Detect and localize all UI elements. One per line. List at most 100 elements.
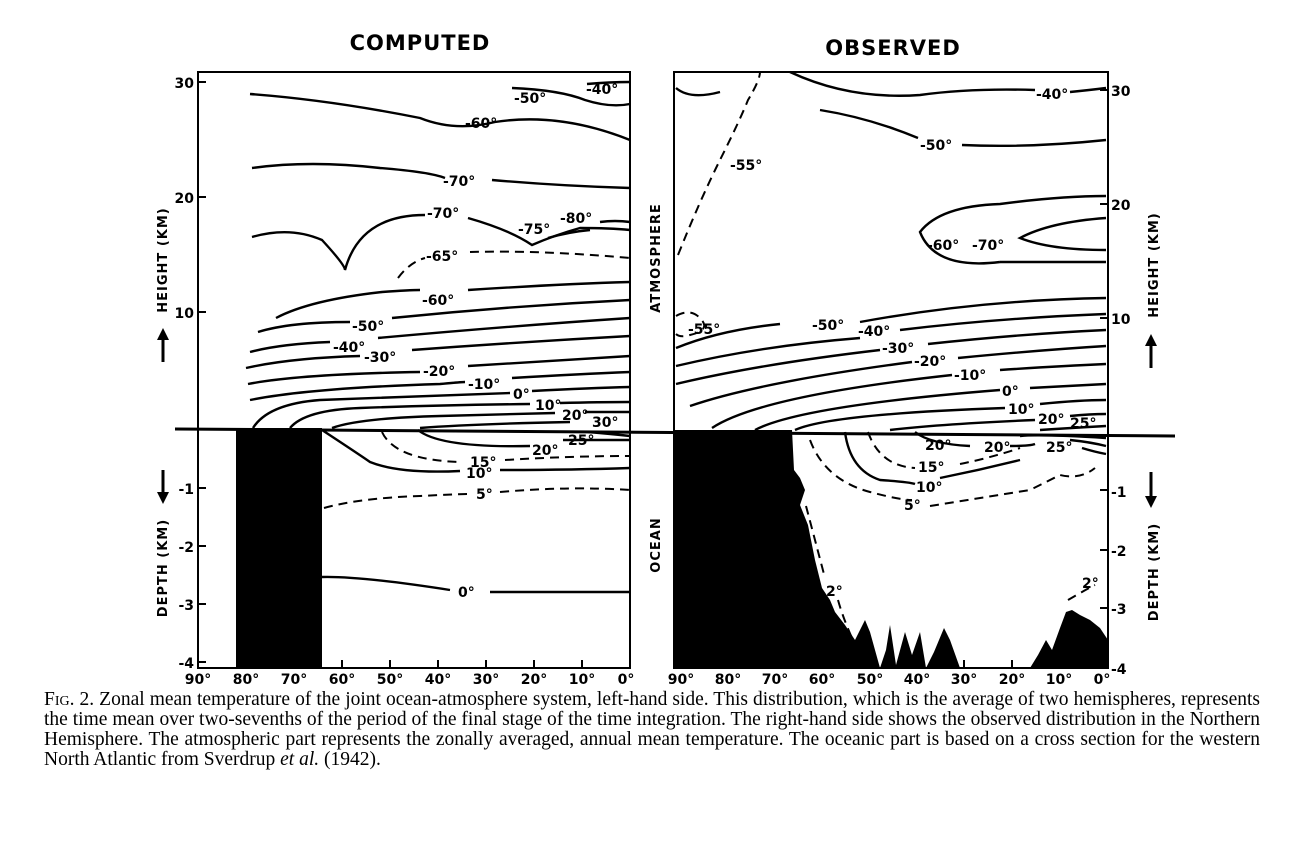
observed-iso-10-b	[1039, 398, 1107, 406]
computed-xtick-90: 90°	[185, 672, 211, 688]
computed-ytick-20: 20	[175, 191, 195, 207]
observed-iso-m70	[1017, 216, 1107, 252]
observed-iso-20-b	[1069, 412, 1107, 418]
observed-xtick-50: 50°	[857, 672, 883, 688]
observed-label-20: 20°	[1038, 412, 1064, 428]
computed-iso-30	[419, 420, 571, 430]
computed-label-m80: -80°	[560, 211, 592, 227]
observed-ocean-15-b	[959, 447, 1021, 465]
computed-iso-10-a	[289, 402, 531, 429]
observed-ocean-10	[843, 431, 916, 486]
computed-iso-m40	[586, 80, 631, 86]
computed-iso-20-a	[331, 411, 556, 430]
observed-label-m40: -40°	[1036, 87, 1068, 103]
computed-xtick-0: 0°	[618, 672, 635, 688]
observed-label-m20: -20°	[914, 354, 946, 370]
computed-down-arrow	[157, 470, 169, 504]
computed-label-m60b: -60°	[422, 293, 454, 309]
observed-iso-m20-b	[957, 344, 1107, 360]
computed-label-0: 0°	[513, 387, 530, 403]
computed-iso-m40b-b	[377, 316, 631, 340]
observed-label-o2a: 2°	[826, 584, 843, 600]
caption-fig-number: Fig. 2.	[44, 689, 95, 710]
observed-ytick-m4: -4	[1111, 662, 1127, 678]
computed-ytick-m2: -2	[178, 540, 194, 556]
observed-iso-m55-lower	[675, 311, 706, 338]
computed-label-30: 30°	[592, 415, 618, 431]
computed-label-m60: -60°	[465, 116, 497, 132]
observed-ocean-label: OCEAN	[649, 517, 664, 572]
observed-down-arrow	[1145, 472, 1157, 508]
observed-iso-m20-a	[689, 360, 913, 408]
computed-xticks	[197, 660, 631, 668]
computed-ytick-30: 30	[175, 76, 195, 92]
computed-xtick-10: 10°	[569, 672, 595, 688]
computed-ytick-10: 10	[175, 306, 195, 322]
observed-label-m50: -50°	[920, 138, 952, 154]
computed-label-10: 10°	[535, 398, 561, 414]
computed-ocean-5-a	[323, 493, 471, 509]
computed-iso-m80b	[599, 219, 631, 224]
computed-panel: 30 20 10 -1 -2 -3 -4 HEIGHT (KM) DEPTH (…	[156, 71, 635, 688]
observed-ytick-10: 10	[1111, 312, 1131, 328]
observed-label-m55b: -55°	[688, 322, 720, 338]
computed-land-block	[236, 428, 322, 668]
computed-iso-m65a	[397, 257, 426, 279]
computed-iso-m70-lower	[251, 213, 426, 271]
observed-label-o20a: 20°	[925, 438, 951, 454]
observed-xtick-80: 80°	[715, 672, 741, 688]
computed-ocean-10-b	[499, 466, 631, 472]
computed-iso-m10-a	[249, 380, 466, 402]
observed-iso-m30-a	[675, 348, 881, 386]
observed-iso-m30-b	[927, 328, 1107, 346]
observed-ocean-20-b	[1009, 442, 1036, 448]
computed-iso-m10-b	[511, 370, 631, 380]
computed-ytick-m4: -4	[178, 656, 194, 672]
observed-iso-m10-b	[999, 362, 1107, 372]
observed-ocean-5-b	[929, 467, 1096, 507]
observed-label-m10: -10°	[954, 368, 986, 384]
observed-iso-m50-b	[961, 138, 1107, 148]
observed-ocean-10-b	[939, 458, 1021, 480]
observed-xtick-40: 40°	[904, 672, 930, 688]
observed-iso-0-b	[1029, 382, 1107, 390]
observed-ytick-20: 20	[1111, 198, 1131, 214]
observed-iso-m60-a	[918, 194, 1107, 265]
observed-iso-m40b-a	[675, 336, 861, 368]
computed-frame	[197, 71, 631, 669]
figure-panels: COMPUTED OBSERVED 30 20 10 -1 -2 -3 -4 H…	[156, 31, 1176, 688]
caption-text: Zonal mean temperature of the joint ocea…	[44, 689, 1260, 770]
figure-caption: Fig. 2. Zonal mean temperature of the jo…	[44, 690, 1260, 770]
observed-label-o2b: 2°	[1082, 576, 1099, 592]
observed-label-o20b: 20°	[984, 440, 1010, 456]
computed-label-o15: 15°	[470, 455, 496, 471]
observed-xticks	[675, 660, 1107, 668]
observed-iso-m40b-b	[899, 312, 1107, 332]
computed-title: COMPUTED	[350, 31, 491, 55]
observed-label-10: 10°	[1008, 402, 1034, 418]
caption-year: (1942).	[319, 749, 381, 770]
computed-xtick-30: 30°	[473, 672, 499, 688]
computed-label-o25: 25°	[568, 433, 594, 449]
computed-label-m50b: -50°	[352, 319, 384, 335]
computed-up-arrow	[157, 328, 169, 362]
computed-label-m75: -75°	[518, 222, 550, 238]
observed-ytick-m2: -2	[1111, 544, 1127, 560]
observed-ocean-15-a	[867, 431, 916, 469]
observed-label-25: 25°	[1070, 416, 1096, 432]
observed-xtick-60: 60°	[809, 672, 835, 688]
computed-iso-m80	[547, 228, 591, 240]
computed-xtick-40: 40°	[425, 672, 451, 688]
observed-height-label: HEIGHT (KM)	[1147, 212, 1162, 317]
observed-label-m50b: -50°	[812, 318, 844, 334]
computed-ocean-0-a	[321, 575, 451, 592]
observed-ocean-2-c	[1067, 584, 1096, 601]
computed-label-m40b: -40°	[333, 340, 365, 356]
observed-label-o25: 25°	[1046, 440, 1072, 456]
observed-label-o10: 10°	[916, 480, 942, 496]
observed-yticks	[1100, 89, 1108, 669]
computed-iso-m65b	[469, 250, 631, 259]
observed-ocean-2-b	[837, 599, 861, 656]
observed-label-o15: 15°	[918, 460, 944, 476]
observed-atmosphere-label: ATMOSPHERE	[649, 203, 664, 312]
